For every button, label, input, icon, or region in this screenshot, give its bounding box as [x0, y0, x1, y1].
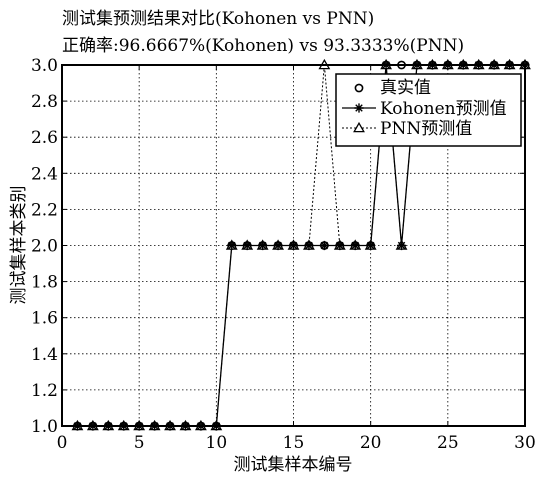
- x-tick-label: 15: [283, 433, 305, 453]
- x-axis-label: 测试集样本编号: [234, 455, 353, 475]
- y-tick-label: 2.6: [31, 128, 58, 148]
- kohonen-point: [350, 240, 360, 251]
- kohonen-point: [319, 240, 329, 251]
- legend-label-pnn: PNN预测值: [380, 119, 472, 139]
- legend-box: [335, 73, 522, 147]
- x-tick-label: 10: [206, 433, 228, 453]
- chart-title-line-1: 测试集预测结果对比(Kohonen vs PNN): [62, 9, 374, 29]
- kohonen-point: [335, 240, 345, 251]
- axis-ticks: 0 5 10 15 20 25 30 1.0 1.2 1.4 1.6 1.8 2.0 2.2 2.4 2.6 2…: [31, 56, 536, 453]
- kohonen-point: [396, 240, 407, 251]
- legend-label-kohonen: Kohonen预测值: [380, 99, 507, 119]
- y-tick-label: 1.6: [31, 309, 58, 329]
- x-tick-label: 5: [134, 433, 145, 453]
- y-tick-label: 2.0: [31, 237, 58, 257]
- chart-title-line-2: 正确率:96.6667%(Kohonen) vs 93.3333%(PNN): [62, 36, 464, 56]
- x-tick-label: 0: [57, 433, 68, 453]
- y-tick-label: 1.0: [31, 417, 58, 437]
- kohonen-point: [242, 240, 252, 251]
- y-tick-label: 3.0: [31, 56, 58, 76]
- kohonen-point: [288, 240, 299, 251]
- y-tick-label: 2.4: [31, 164, 58, 184]
- y-axis-label: 测试集样本类别: [9, 186, 29, 305]
- legend: 真实值 Kohonen预测值 PNN预测值: [335, 73, 522, 147]
- y-tick-label: 2.8: [31, 92, 58, 112]
- x-tick-label: 20: [360, 433, 382, 453]
- kohonen-point: [273, 240, 283, 251]
- kohonen-point: [258, 240, 268, 251]
- kohonen-point: [366, 240, 376, 251]
- y-tick-label: 1.8: [31, 273, 58, 293]
- kohonen-point: [227, 240, 237, 251]
- legend-marker-circle: [354, 83, 364, 93]
- y-tick-label: 2.2: [31, 200, 58, 220]
- y-tick-label: 1.2: [31, 381, 58, 401]
- x-tick-label: 30: [514, 433, 536, 453]
- legend-label-true: 真实值: [380, 78, 431, 98]
- legend-marker-triangle: [353, 121, 365, 133]
- legend-marker-star: [354, 103, 364, 113]
- y-tick-label: 1.4: [31, 345, 58, 365]
- kohonen-point: [304, 240, 314, 251]
- x-tick-label: 25: [437, 433, 459, 453]
